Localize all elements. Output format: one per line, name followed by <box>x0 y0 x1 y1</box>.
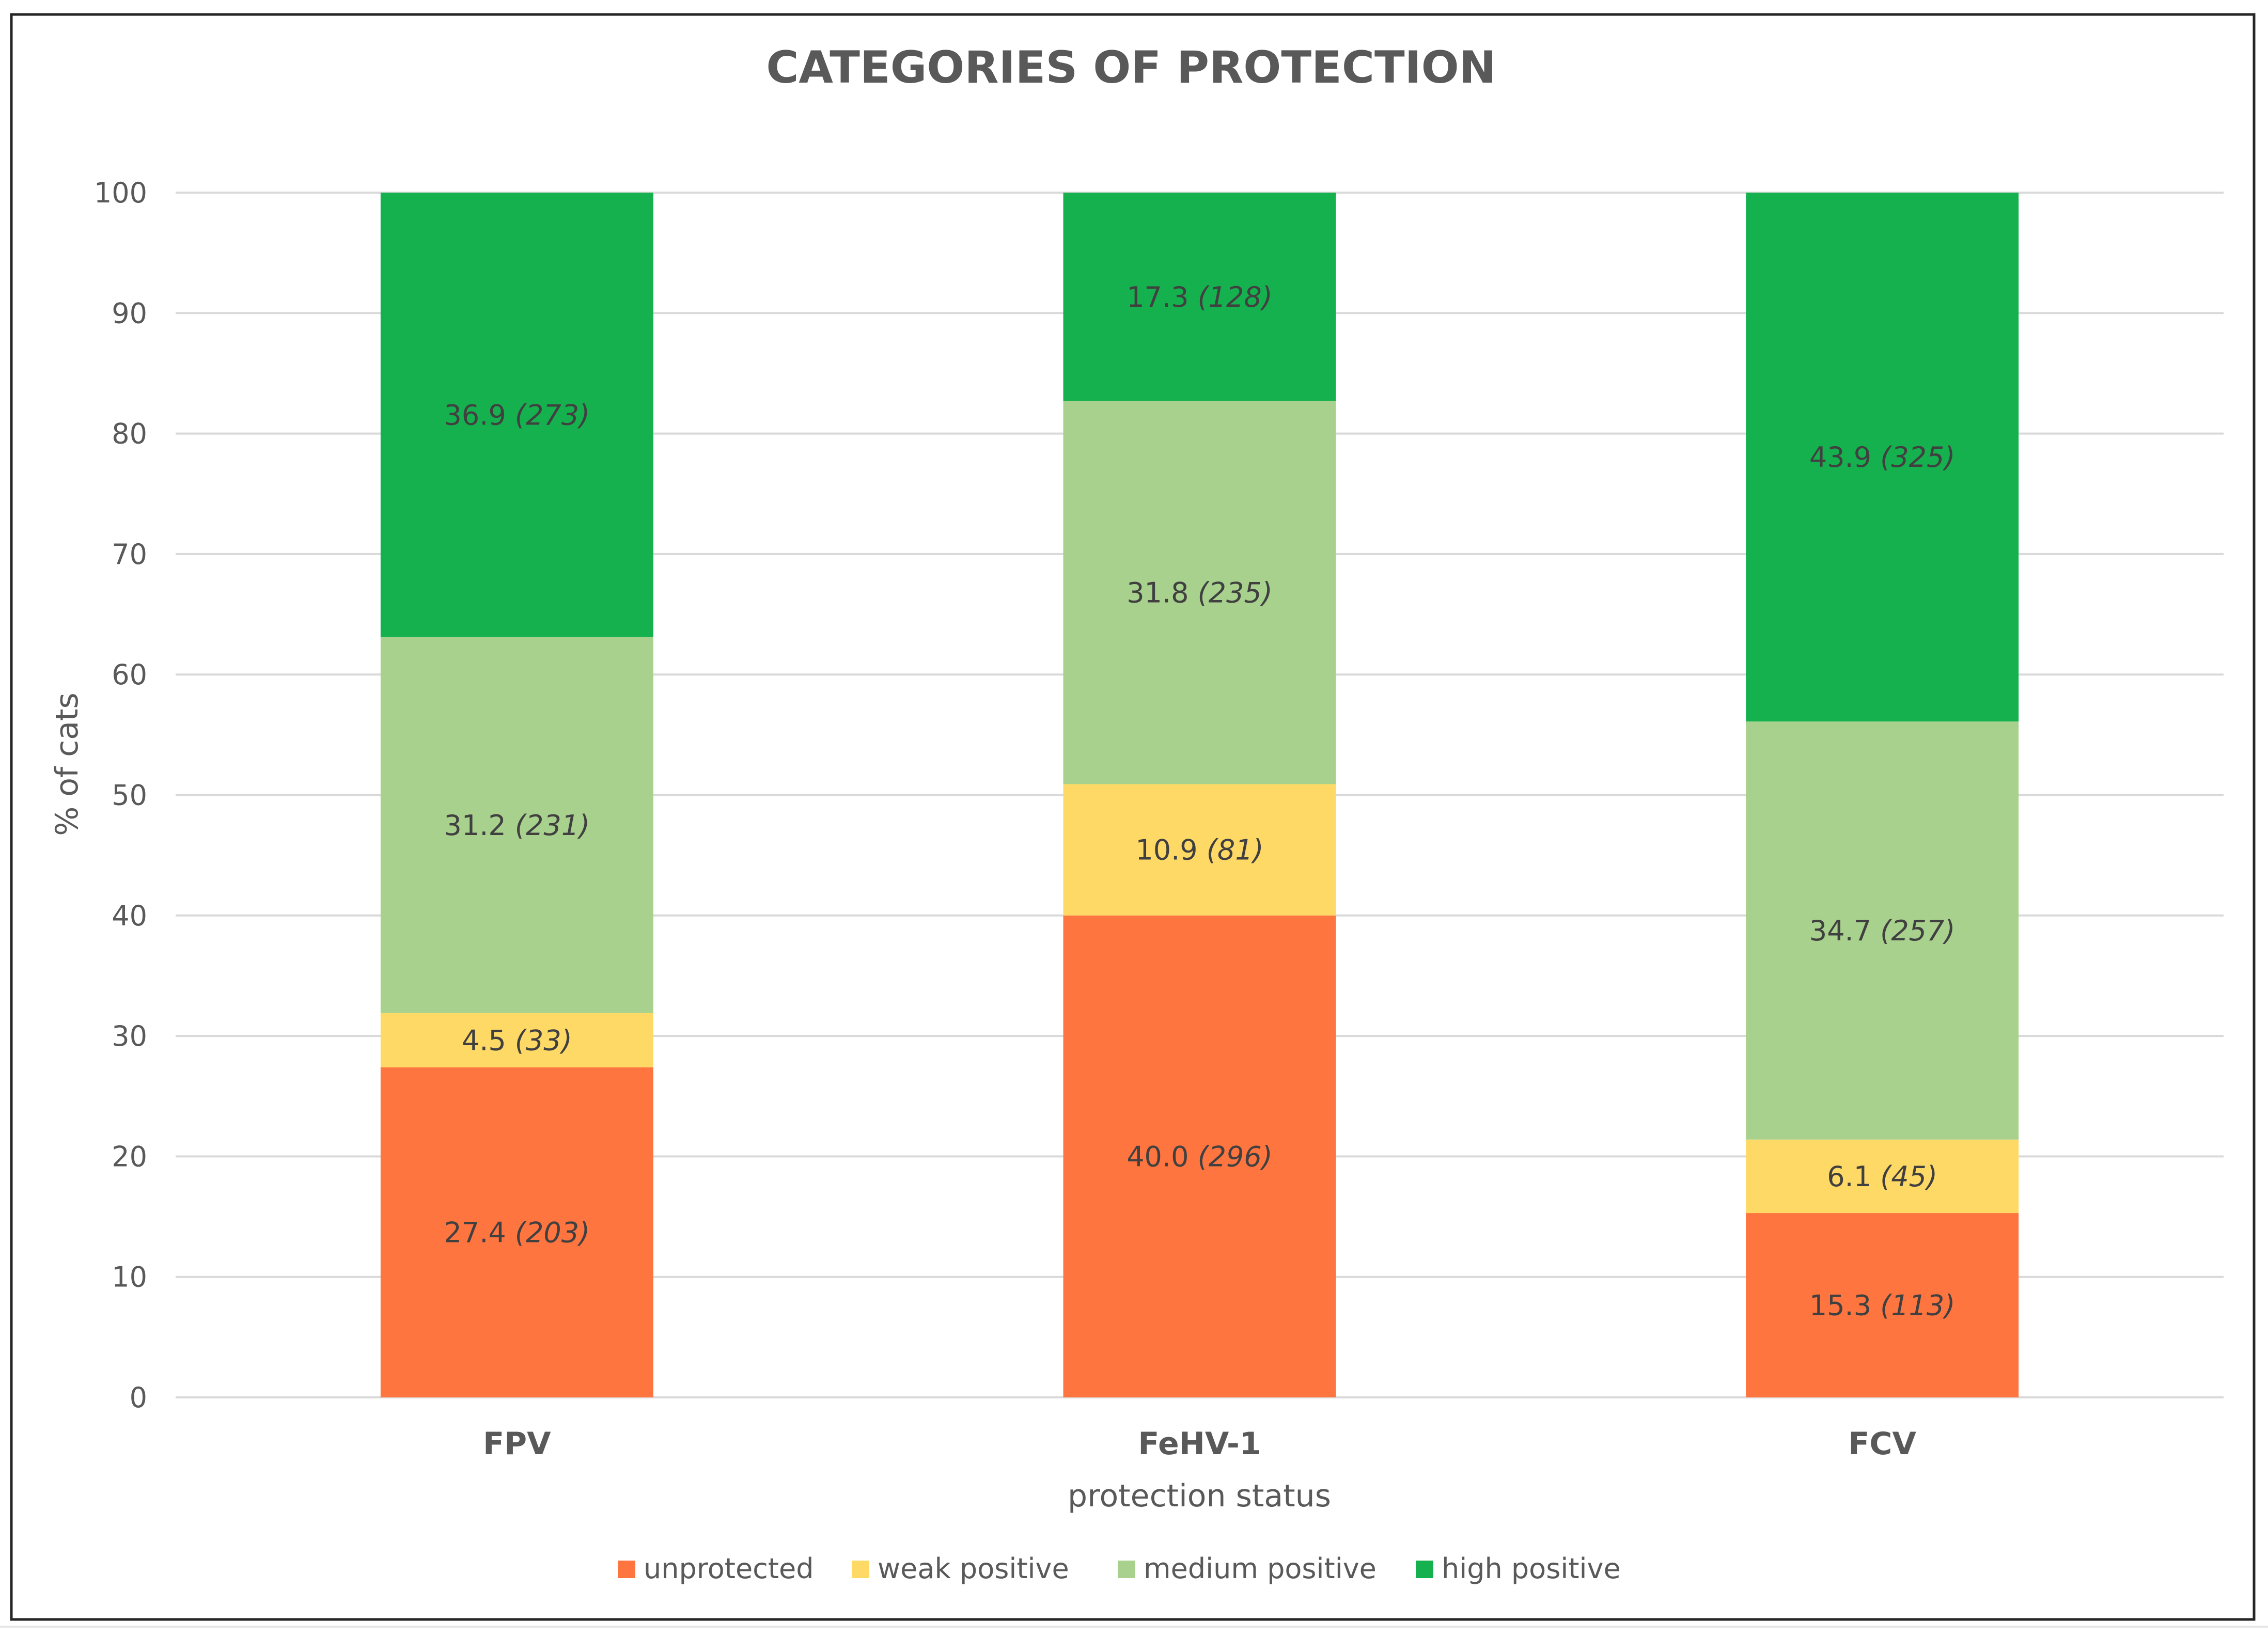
bar-segment-unprotected[interactable] <box>380 1067 653 1397</box>
legend-label: weak positive <box>878 1552 1069 1585</box>
data-label: 6.1 (45) <box>1827 1160 1937 1193</box>
bar-segment-weak-positive[interactable] <box>380 1013 653 1067</box>
data-label: 10.9 (81) <box>1135 834 1263 867</box>
y-tick-label: 40 <box>112 900 147 932</box>
bar-segment-high-positive[interactable] <box>1063 193 1336 401</box>
y-tick-label: 30 <box>112 1020 147 1052</box>
legend-label: high positive <box>1442 1552 1621 1585</box>
data-label: 34.7 (257) <box>1809 915 1956 947</box>
y-tick-label: 60 <box>112 658 147 691</box>
legend-label: medium positive <box>1144 1552 1377 1585</box>
x-category-label: FeHV-1 <box>1138 1426 1261 1462</box>
y-tick-label: 100 <box>94 177 147 209</box>
y-tick-label: 90 <box>112 297 147 329</box>
bar-segment-high-positive[interactable] <box>380 193 653 637</box>
legend-item-high-positive[interactable]: high positive <box>1416 1552 1621 1585</box>
y-tick-label: 0 <box>130 1381 147 1414</box>
y-tick-label: 80 <box>112 418 147 450</box>
bars <box>380 193 2019 1397</box>
y-axis-ticks: 0 10 20 30 40 50 60 70 80 90 100 <box>94 177 147 1414</box>
data-label: 40.0 (296) <box>1127 1140 1273 1173</box>
legend-item-unprotected[interactable]: unprotected <box>618 1552 814 1585</box>
y-tick-label: 10 <box>112 1261 147 1294</box>
data-label: 15.3 (113) <box>1809 1289 1956 1322</box>
legend-item-weak-positive[interactable]: weak positive <box>852 1552 1069 1585</box>
x-category-label: FPV <box>483 1426 551 1462</box>
y-tick-label: 20 <box>112 1140 147 1173</box>
legend-swatch <box>1118 1561 1135 1578</box>
x-axis-label: protection status <box>1068 1478 1331 1514</box>
bar-segment-weak-positive[interactable] <box>1063 784 1336 916</box>
bar-segment-unprotected[interactable] <box>1746 1213 2019 1397</box>
legend-swatch <box>618 1561 635 1578</box>
data-label: 43.9 (325) <box>1809 441 1956 474</box>
legend-item-medium-positive[interactable]: medium positive <box>1118 1552 1377 1585</box>
bar-segment-high-positive[interactable] <box>1746 193 2019 722</box>
data-label: 36.9 (273) <box>444 399 590 431</box>
data-label: 31.8 (235) <box>1127 577 1273 609</box>
bar-segment-medium-positive[interactable] <box>1746 721 2019 1140</box>
legend-label: unprotected <box>644 1552 814 1585</box>
data-label: 17.3 (128) <box>1127 281 1273 313</box>
y-tick-label: 70 <box>112 538 147 571</box>
legend-swatch <box>1416 1561 1433 1578</box>
chart-title: CATEGORIES OF PROTECTION <box>766 42 1496 93</box>
y-axis-label: % of cats <box>49 692 85 836</box>
x-category-label: FCV <box>1848 1426 1916 1462</box>
data-label: 27.4 (203) <box>444 1216 590 1249</box>
bar-segment-unprotected[interactable] <box>1063 915 1336 1397</box>
legend-swatch <box>852 1561 869 1578</box>
bar-segment-medium-positive[interactable] <box>1063 401 1336 784</box>
data-label: 31.2 (231) <box>444 809 590 842</box>
bar-segment-weak-positive[interactable] <box>1746 1139 2019 1214</box>
bar-segment-medium-positive[interactable] <box>380 637 653 1013</box>
legend[interactable]: unprotected weak positive medium positive h… <box>618 1552 1621 1585</box>
y-tick-label: 50 <box>112 779 147 812</box>
x-axis-categories: FPV FeHV-1 FCV <box>483 1426 1916 1462</box>
data-labels: 27.4 (203) 4.5 (33) 31.2 (231) 36.9 (273) 40… <box>444 281 1956 1322</box>
data-label: 4.5 (33) <box>462 1024 572 1057</box>
